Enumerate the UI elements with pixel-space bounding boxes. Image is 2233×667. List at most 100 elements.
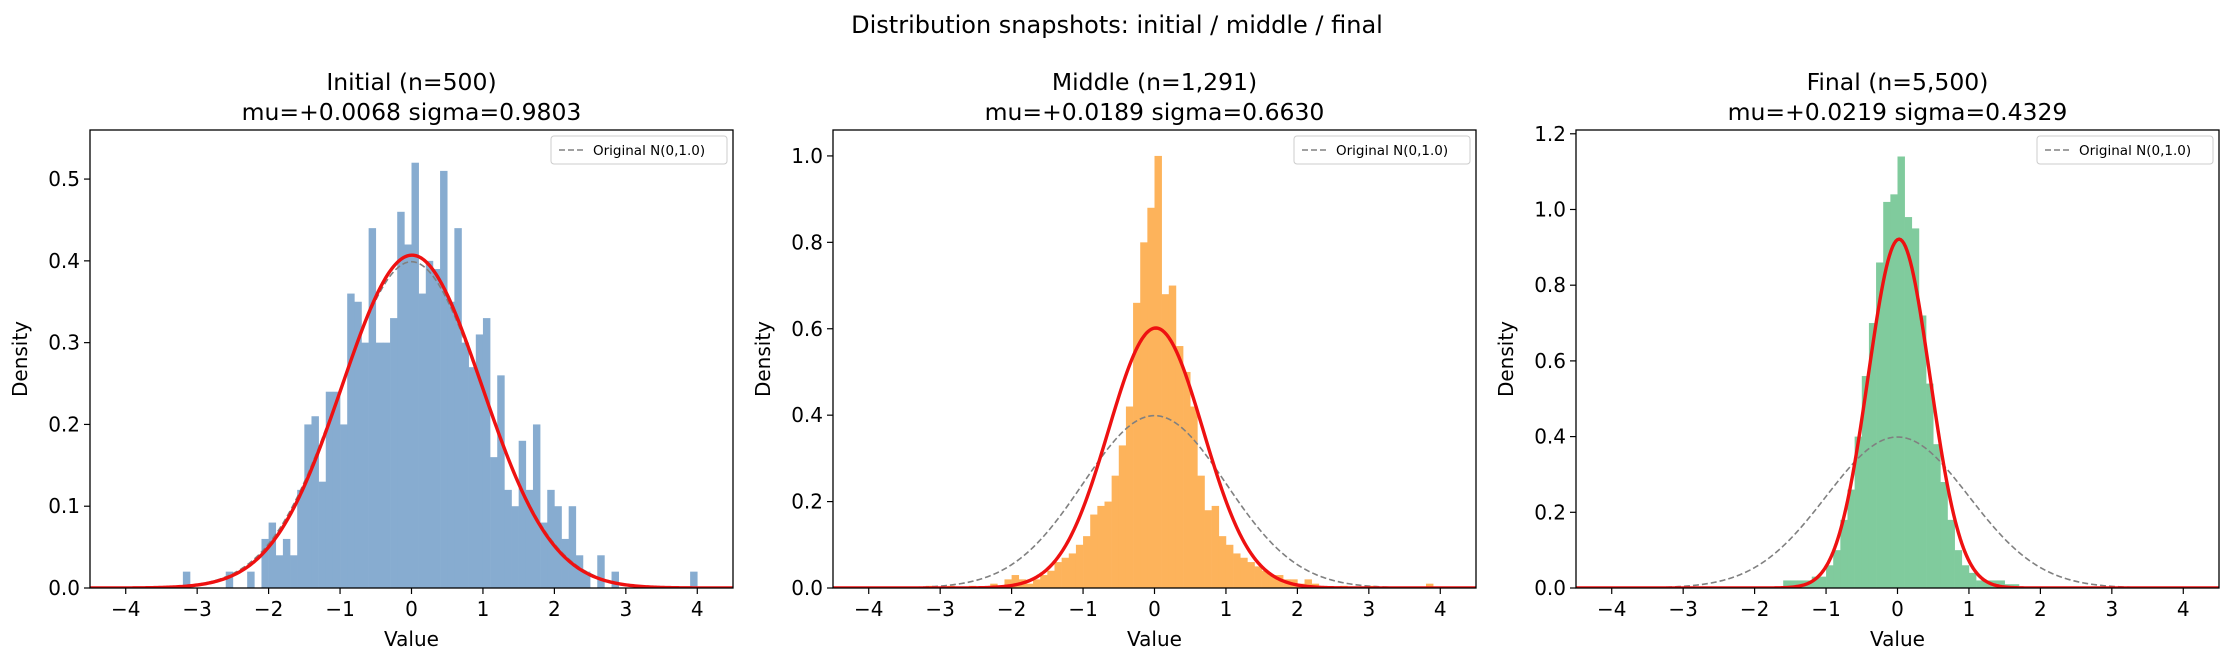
x-axis-label: Value xyxy=(1127,627,1182,651)
histogram-bar xyxy=(1211,505,1220,588)
figure-suptitle: Distribution snapshots: initial / middle… xyxy=(851,11,1383,39)
histogram-bar xyxy=(1240,557,1248,588)
histogram-bar xyxy=(418,293,427,588)
y-tick-label: 0.2 xyxy=(791,490,823,514)
legend-box xyxy=(550,135,728,165)
histogram-bar xyxy=(1061,557,1070,588)
histogram-bar xyxy=(297,489,305,588)
chart-panel-3: Final (n=5,500)mu=+0.0219 sigma=0.4329 −4… xyxy=(1494,68,2220,651)
x-tick-label: −2 xyxy=(254,597,283,621)
x-tick-label: 2 xyxy=(2034,597,2047,621)
histogram-bar xyxy=(575,555,584,588)
histogram-bar xyxy=(1011,575,1020,588)
histogram-bar xyxy=(282,538,291,588)
x-tick-label: 0 xyxy=(1148,597,1161,621)
y-tick-label: 0.6 xyxy=(791,317,823,341)
histogram-bar xyxy=(582,571,591,588)
x-tick-label: 4 xyxy=(691,597,704,621)
histogram-bar xyxy=(311,416,319,588)
histogram-bar xyxy=(375,342,384,588)
y-tick-label: 0.4 xyxy=(48,249,80,273)
x-tick-label: 0 xyxy=(1891,597,1904,621)
histogram-bar xyxy=(1826,565,1834,588)
histogram-bar xyxy=(475,334,484,588)
histogram-bar xyxy=(1004,579,1012,588)
histogram-bar xyxy=(1125,406,1134,588)
histogram-bar xyxy=(518,440,527,588)
x-tick-label: −4 xyxy=(854,597,883,621)
x-tick-label: −4 xyxy=(111,597,140,621)
histogram-bar xyxy=(1275,575,1284,588)
histogram-bar xyxy=(404,244,412,588)
histogram-bar xyxy=(1190,406,1198,588)
x-tick-label: 0 xyxy=(405,597,418,621)
histogram-bar xyxy=(504,489,512,588)
y-tick-label: 0.0 xyxy=(791,576,823,600)
y-axis-label: Density xyxy=(8,321,32,397)
x-tick-label: −2 xyxy=(1740,597,1769,621)
histogram-bar xyxy=(1926,383,1934,588)
histogram-bar xyxy=(1961,565,1970,588)
histogram-bar xyxy=(1883,201,1891,588)
x-tick-label: −3 xyxy=(182,597,211,621)
histogram-bar xyxy=(397,211,405,588)
histogram-bar xyxy=(1204,510,1212,588)
y-tick-label: 0.5 xyxy=(48,167,80,191)
legend: Original N(0,1.0) xyxy=(550,135,728,165)
histogram-bar xyxy=(1790,580,1798,588)
histogram-bar xyxy=(340,424,348,588)
chart-panel-1: Initial (n=500)mu=+0.0068 sigma=0.9803 −4… xyxy=(8,68,734,651)
histogram-bar xyxy=(1911,228,1920,588)
histogram-bar xyxy=(1897,156,1905,588)
x-tick-label: 3 xyxy=(619,597,632,621)
x-tick-label: 2 xyxy=(1291,597,1304,621)
histogram-bar xyxy=(425,260,434,588)
histogram-bar xyxy=(1811,576,1820,588)
legend-label: Original N(0,1.0) xyxy=(2079,143,2191,159)
histogram-bar xyxy=(1033,579,1041,588)
histogram-bar xyxy=(382,342,391,588)
y-tick-label: 0.3 xyxy=(48,331,80,355)
y-tick-label: 0.0 xyxy=(48,576,80,600)
y-tick-label: 0.8 xyxy=(1534,273,1566,297)
histogram-bar xyxy=(1918,315,1927,588)
reference-normal-curve xyxy=(833,414,1476,588)
fitted-normal-curve xyxy=(1576,237,2219,588)
histogram-bar xyxy=(1425,583,1434,588)
panel-subtitle: mu=+0.0219 sigma=0.4329 xyxy=(1728,98,2068,126)
histogram-bar xyxy=(497,375,505,588)
histogram-bar xyxy=(1054,562,1062,588)
histogram-bar xyxy=(290,555,298,588)
histogram-bar xyxy=(347,293,355,588)
y-tick-label: 0.0 xyxy=(1534,576,1566,600)
histogram-bar xyxy=(1997,580,2005,588)
histogram-bar xyxy=(354,301,362,588)
histogram-bar xyxy=(1104,501,1112,588)
histogram-bar xyxy=(368,228,377,588)
histogram-bar xyxy=(490,457,498,588)
x-axis-label: Value xyxy=(384,627,439,651)
panel-subtitle: mu=+0.0189 sigma=0.6630 xyxy=(985,98,1325,126)
histogram-bar xyxy=(447,301,455,588)
histogram-bar xyxy=(1818,576,1827,588)
histogram-bar xyxy=(1075,544,1084,588)
histogram-bar xyxy=(1097,505,1105,588)
histogram-bar xyxy=(390,318,398,588)
plot-area xyxy=(1576,156,2219,588)
histogram-bar xyxy=(325,391,334,588)
legend-box xyxy=(2036,135,2214,165)
x-tick-label: 4 xyxy=(1434,597,1447,621)
histogram-bar xyxy=(1261,570,1270,588)
histogram-bar xyxy=(1111,475,1120,588)
histogram-bar xyxy=(1840,519,1848,588)
histogram-bar xyxy=(1225,544,1234,588)
histogram-bar xyxy=(1025,583,1034,588)
y-tick-label: 0.4 xyxy=(791,403,823,427)
y-tick-label: 0.4 xyxy=(1534,425,1566,449)
histogram-bar xyxy=(1976,580,1984,588)
x-tick-label: −1 xyxy=(325,597,354,621)
legend-box xyxy=(1293,135,1471,165)
histogram-bar xyxy=(461,342,469,588)
plot-area xyxy=(90,162,733,588)
